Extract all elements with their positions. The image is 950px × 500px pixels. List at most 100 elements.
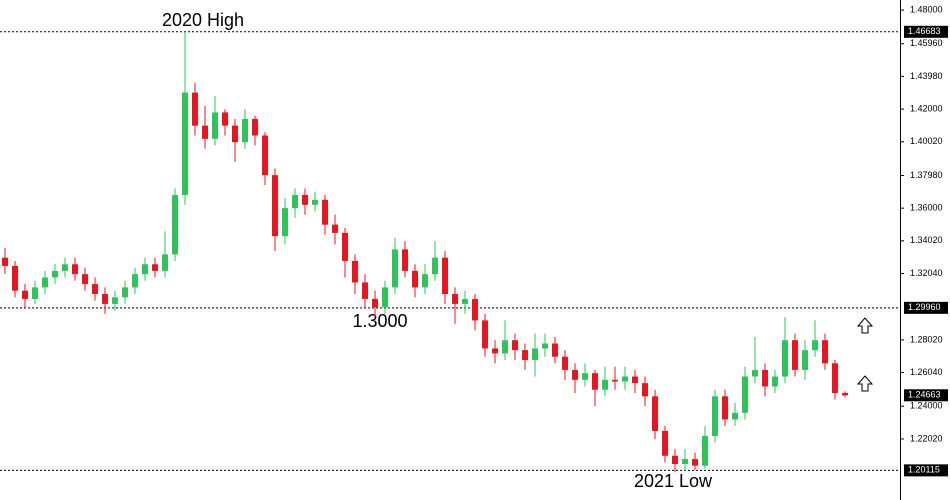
candle-body	[762, 369, 768, 387]
candle-body	[262, 135, 268, 176]
candle-body	[372, 298, 378, 308]
candle-body	[702, 435, 708, 466]
candle-body	[502, 340, 508, 354]
candle-body	[462, 298, 468, 304]
candle-body	[812, 340, 818, 351]
level-label: 1.46683	[908, 26, 941, 36]
candle-body	[162, 254, 168, 271]
candle-body	[102, 293, 108, 304]
candle-body	[152, 264, 158, 271]
candle-body	[312, 199, 318, 205]
candle-body	[582, 373, 588, 380]
candle-body	[202, 125, 208, 139]
candle-body	[792, 340, 798, 370]
candle-body	[542, 343, 548, 349]
candle-body	[472, 298, 478, 321]
y-tick-label: 1.28020	[910, 334, 943, 344]
candle-body	[282, 208, 288, 237]
y-tick-label: 1.24000	[910, 401, 943, 411]
candle-body	[192, 92, 198, 126]
candle-body	[92, 284, 98, 294]
candle-body	[432, 257, 438, 275]
candle-body	[832, 363, 838, 394]
candle-body	[522, 350, 528, 361]
candle-body	[822, 340, 828, 364]
candle-body	[412, 270, 418, 288]
candle-body	[32, 287, 38, 299]
candle-body	[122, 287, 128, 298]
last-price-label: 1.24663	[908, 390, 941, 400]
candle-body	[722, 396, 728, 420]
candle-body	[492, 348, 498, 354]
candle-body	[842, 393, 848, 396]
level-label: 1.20115	[908, 465, 940, 475]
last-price-box	[904, 389, 948, 402]
candle-body	[62, 264, 68, 271]
y-tick-label: 1.42000	[910, 103, 943, 113]
level-box	[904, 25, 948, 38]
candle-body	[752, 369, 758, 377]
candle-body	[422, 274, 428, 288]
candle-body	[682, 459, 688, 465]
annotation: 2020 High	[162, 10, 244, 30]
candle-body	[242, 119, 248, 143]
candle-body	[742, 376, 748, 413]
candle-body	[572, 369, 578, 380]
candle-body	[482, 320, 488, 349]
candle-body	[672, 455, 678, 465]
up-arrow	[856, 317, 874, 334]
candle-body	[82, 274, 88, 285]
candle-body	[602, 379, 608, 390]
candle-body	[342, 232, 348, 261]
annotation: 2021 Low	[634, 471, 713, 491]
candle-body	[452, 293, 458, 304]
candle-body	[692, 459, 698, 466]
y-tick-label: 1.26040	[910, 367, 943, 377]
level-box	[904, 464, 948, 477]
y-tick-label: 1.22020	[910, 433, 943, 443]
candle-body	[782, 340, 788, 377]
candle-body	[442, 257, 448, 294]
candle-body	[142, 264, 148, 275]
candle-body	[382, 287, 388, 308]
candle-body	[772, 376, 778, 387]
candle-body	[332, 224, 338, 233]
candle-body	[612, 379, 618, 382]
candle-body	[392, 249, 398, 288]
candle-body	[2, 257, 8, 266]
candle-body	[42, 277, 48, 288]
candle-body	[72, 264, 78, 275]
candle-body	[212, 112, 218, 139]
y-tick-label: 1.32040	[910, 268, 943, 278]
candle-body	[532, 348, 538, 361]
candle-body	[732, 412, 738, 420]
candle-body	[712, 396, 718, 436]
candle-body	[132, 274, 138, 288]
candle-body	[252, 119, 258, 136]
candle-body	[512, 340, 518, 351]
candle-body	[362, 282, 368, 299]
candle-body	[622, 376, 628, 382]
candle-body	[402, 249, 408, 271]
up-arrow	[856, 375, 874, 392]
candle-body	[292, 194, 298, 209]
candle-body	[182, 92, 188, 195]
y-tick-label: 1.48000	[910, 4, 943, 14]
candle-body	[172, 194, 178, 255]
candle-body	[352, 260, 358, 283]
candle-body	[12, 265, 18, 291]
candle-body	[592, 373, 598, 390]
candle-body	[302, 194, 308, 205]
y-tick-label: 1.36000	[910, 203, 943, 213]
candle-body	[562, 356, 568, 370]
candle-body	[652, 396, 658, 432]
candle-body	[552, 343, 558, 357]
candle-body	[272, 175, 278, 237]
candle-body	[642, 383, 648, 397]
candle-body	[22, 290, 28, 299]
level-box	[904, 301, 948, 314]
candle-body	[662, 431, 668, 456]
y-tick-label: 1.34020	[910, 235, 943, 245]
